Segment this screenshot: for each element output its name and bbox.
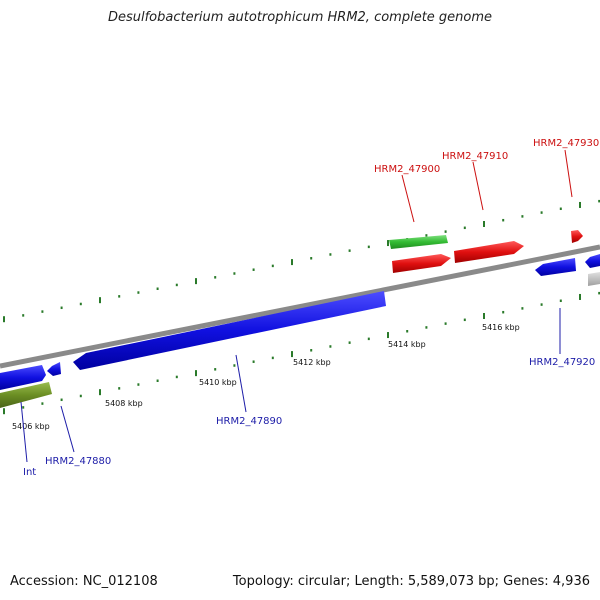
gene-label-hrm2-47890[interactable]: HRM2_47890 xyxy=(216,416,282,427)
connector-hrm2-47930 xyxy=(564,149,573,198)
gene-hrm2-47930[interactable] xyxy=(571,230,583,243)
connector-hrm2-47910 xyxy=(472,161,484,211)
connector-hrm2-47900 xyxy=(401,174,415,223)
gene-hrm2-47910[interactable] xyxy=(454,241,524,263)
gene-hrm2-47890[interactable] xyxy=(73,291,386,370)
gene-int[interactable] xyxy=(0,382,52,408)
scale-label-5412: 5412 kbp xyxy=(293,358,331,367)
gene-label-hrm2-47920[interactable]: HRM2_47920 xyxy=(529,357,595,368)
gene-left-blue[interactable] xyxy=(0,365,46,390)
gene-hrm2-47880[interactable] xyxy=(47,362,61,376)
accession-text: Accession: NC_012108 xyxy=(10,574,158,589)
gene-label-hrm2-47930[interactable]: HRM2_47930 xyxy=(533,138,599,149)
connector-hrm2-47890 xyxy=(235,354,247,413)
scale-label-5410: 5410 kbp xyxy=(199,378,237,387)
gene-right-gray[interactable] xyxy=(588,272,600,286)
gene-label-int[interactable]: Int xyxy=(23,467,36,478)
tick-marks-lower xyxy=(3,291,600,415)
map-title: Desulfobacterium autotrophicum HRM2, com… xyxy=(107,10,493,25)
gene-hrm2-47900[interactable] xyxy=(389,235,448,249)
gene-hrm2-47900-arrow[interactable] xyxy=(392,254,451,273)
gene-label-hrm2-47900[interactable]: HRM2_47900 xyxy=(374,164,440,175)
scale-label-5416: 5416 kbp xyxy=(482,323,520,332)
genome-backbone xyxy=(0,244,600,369)
gene-hrm2-47920[interactable] xyxy=(535,258,576,276)
gene-right-blue[interactable] xyxy=(585,254,600,268)
connector-hrm2-47880 xyxy=(60,405,75,453)
scale-label-5406: 5406 kbp xyxy=(12,422,50,431)
gene-label-hrm2-47880[interactable]: HRM2_47880 xyxy=(45,456,111,467)
genome-summary-text: Topology: circular; Length: 5,589,073 bp… xyxy=(232,574,590,589)
gene-label-hrm2-47910[interactable]: HRM2_47910 xyxy=(442,151,508,162)
connector-int xyxy=(20,401,28,463)
scale-label-5414: 5414 kbp xyxy=(388,340,426,349)
scale-label-5408: 5408 kbp xyxy=(105,399,143,408)
